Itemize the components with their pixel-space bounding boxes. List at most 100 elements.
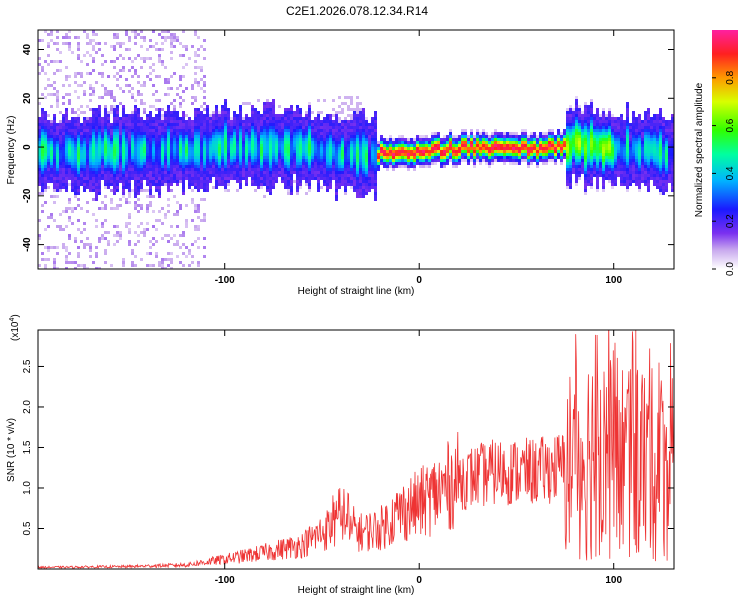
heatmap-cell xyxy=(86,147,89,150)
heatmap-cell xyxy=(287,153,290,156)
heatmap-cell xyxy=(158,156,161,159)
heatmap-cell xyxy=(566,186,569,189)
heatmap-cell xyxy=(218,114,221,117)
heatmap-cell xyxy=(578,129,581,132)
heatmap-cell xyxy=(278,162,281,165)
heatmap-cell xyxy=(119,102,122,105)
heatmap-cell xyxy=(323,162,326,165)
heatmap-cell xyxy=(332,108,335,111)
heatmap-cell xyxy=(68,252,71,255)
heatmap-cell xyxy=(191,156,194,159)
heatmap-cell xyxy=(326,183,329,186)
heatmap-cell xyxy=(218,162,221,165)
heatmap-cell xyxy=(374,126,377,129)
heatmap-cell xyxy=(170,150,173,153)
heatmap-cell xyxy=(44,123,47,126)
heatmap-cell xyxy=(143,165,146,168)
heatmap-cell xyxy=(80,183,83,186)
heatmap-cell xyxy=(602,168,605,171)
heatmap-cell xyxy=(548,132,551,135)
heatmap-cell xyxy=(557,147,560,150)
heatmap-cell xyxy=(626,126,629,129)
heatmap-cell xyxy=(83,159,86,162)
heatmap-cell xyxy=(344,156,347,159)
heatmap-cell xyxy=(230,165,233,168)
heatmap-cell xyxy=(80,156,83,159)
heatmap-cell xyxy=(224,156,227,159)
heatmap-cell xyxy=(605,132,608,135)
heatmap-cell xyxy=(611,186,614,189)
heatmap-cell xyxy=(362,183,365,186)
heatmap-cell xyxy=(200,174,203,177)
heatmap-cell xyxy=(164,117,167,120)
heatmap-cell xyxy=(473,135,476,138)
heatmap-cell xyxy=(593,168,596,171)
heatmap-cell xyxy=(170,57,173,60)
heatmap-cell xyxy=(290,108,293,111)
heatmap-cell xyxy=(248,126,251,129)
heatmap-cell xyxy=(488,147,491,150)
heatmap-cell xyxy=(203,213,206,216)
heatmap-cell xyxy=(347,114,350,117)
heatmap-cell xyxy=(134,72,137,75)
heatmap-cell xyxy=(152,141,155,144)
heatmap-cell xyxy=(599,123,602,126)
heatmap-cell xyxy=(218,135,221,138)
heatmap-cell xyxy=(248,159,251,162)
heatmap-cell xyxy=(344,159,347,162)
heatmap-cell xyxy=(641,132,644,135)
heatmap-cell xyxy=(383,138,386,141)
heatmap-cell xyxy=(578,132,581,135)
heatmap-cell xyxy=(338,123,341,126)
heatmap-cell xyxy=(182,123,185,126)
heatmap-cell xyxy=(152,171,155,174)
heatmap-cell xyxy=(602,186,605,189)
heatmap-cell xyxy=(629,153,632,156)
heatmap-cell xyxy=(488,156,491,159)
heatmap-cell xyxy=(197,210,200,213)
heatmap-cell xyxy=(485,138,488,141)
heatmap-cell xyxy=(353,114,356,117)
heatmap-cell xyxy=(122,165,125,168)
heatmap-cell xyxy=(50,171,53,174)
heatmap-cell xyxy=(464,150,467,153)
heatmap-cell xyxy=(356,123,359,126)
heatmap-cell xyxy=(461,159,464,162)
heatmap-cell xyxy=(335,174,338,177)
heatmap-cell xyxy=(95,144,98,147)
heatmap-cell xyxy=(581,114,584,117)
heatmap-cell xyxy=(65,165,68,168)
heatmap-cell xyxy=(395,150,398,153)
heatmap-cell xyxy=(290,153,293,156)
heatmap-cell xyxy=(347,147,350,150)
heatmap-cell xyxy=(245,153,248,156)
heatmap-cell xyxy=(50,153,53,156)
heatmap-cell xyxy=(389,150,392,153)
heatmap-cell xyxy=(335,153,338,156)
heatmap-cell xyxy=(584,114,587,117)
heatmap-cell xyxy=(350,183,353,186)
heatmap-cell xyxy=(95,183,98,186)
heatmap-cell xyxy=(83,243,86,246)
heatmap-cell xyxy=(581,123,584,126)
heatmap-cell xyxy=(89,180,92,183)
heatmap-cell xyxy=(578,114,581,117)
heatmap-cell xyxy=(161,171,164,174)
heatmap-cell xyxy=(353,129,356,132)
heatmap-cell xyxy=(512,159,515,162)
heatmap-cell xyxy=(167,174,170,177)
heatmap-cell xyxy=(254,171,257,174)
heatmap-cell xyxy=(119,120,122,123)
heatmap-cell xyxy=(182,153,185,156)
heatmap-cell xyxy=(71,144,74,147)
heatmap-cell xyxy=(200,165,203,168)
heatmap-cell xyxy=(476,150,479,153)
heatmap-cell xyxy=(590,141,593,144)
heatmap-cell xyxy=(446,138,449,141)
heatmap-cell xyxy=(194,30,197,33)
heatmap-cell xyxy=(584,165,587,168)
heatmap-cell xyxy=(134,42,137,45)
heatmap-cell xyxy=(152,138,155,141)
heatmap-cell xyxy=(512,162,515,165)
heatmap-cell xyxy=(74,177,77,180)
